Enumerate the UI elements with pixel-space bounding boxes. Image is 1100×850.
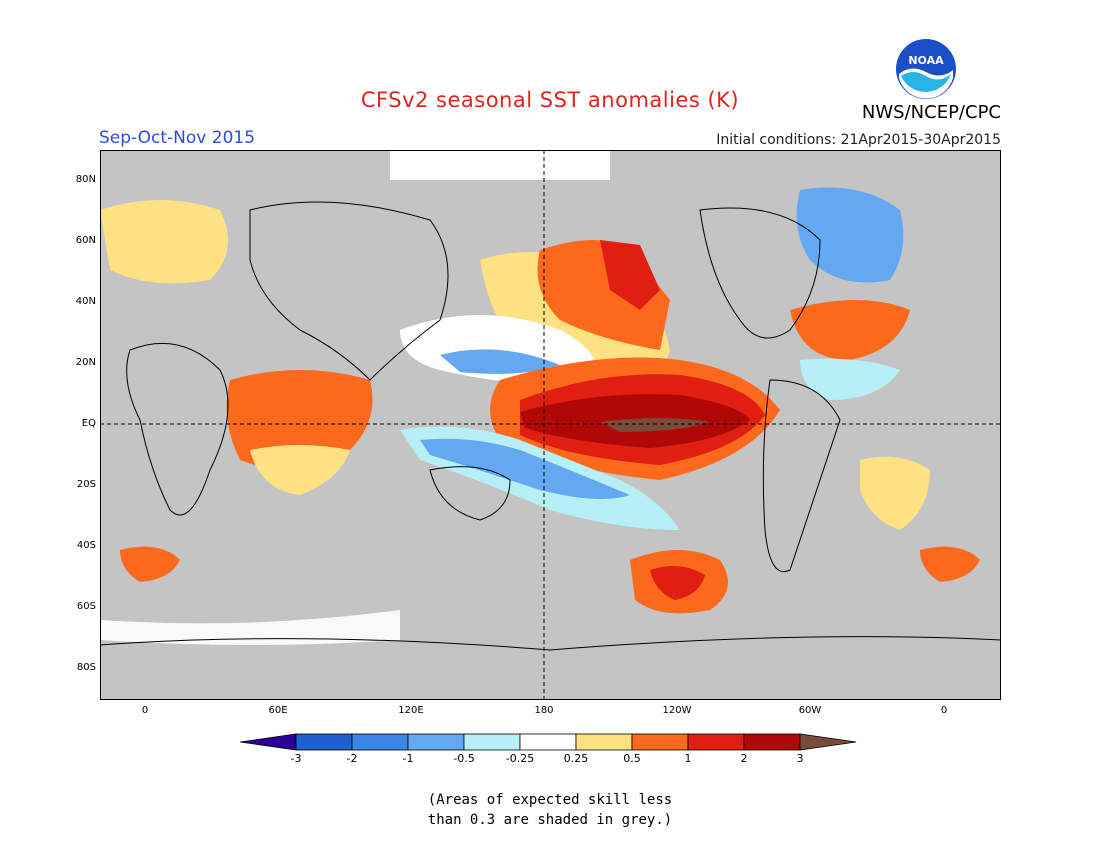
colorbar-segment xyxy=(463,733,521,751)
season-label: Sep-Oct-Nov 2015 xyxy=(99,128,256,148)
colorbar-tick-label: -2 xyxy=(346,752,358,765)
colorbar-tick-label: 2 xyxy=(740,752,748,765)
lat-label-20s: 20S xyxy=(76,479,96,490)
noaa-logo: NOAA xyxy=(896,39,956,99)
agency-label: NWS/NCEP/CPC xyxy=(861,102,1001,123)
chart-title: CFSv2 seasonal SST anomalies (K) xyxy=(360,88,740,112)
map-frame xyxy=(100,150,1001,700)
sst-anomaly-map xyxy=(100,150,1001,700)
colorbar-tick-label: -0.25 xyxy=(505,752,535,765)
colorbar-segment xyxy=(519,733,577,751)
arctic-white-area xyxy=(390,150,610,180)
footnote-line1: (Areas of expected skill less xyxy=(427,792,673,808)
colorbar xyxy=(240,733,857,751)
anomaly-field xyxy=(100,187,980,614)
lat-label-20n: 20N xyxy=(75,357,96,368)
colorbar-tick-label: -3 xyxy=(290,752,302,765)
colorbar-tick-label: -1 xyxy=(402,752,414,765)
lon-label-180: 180 xyxy=(534,705,554,716)
colorbar-segment xyxy=(295,733,353,751)
colorbar-segment xyxy=(351,733,409,751)
footnote-line2: than 0.3 are shaded in grey.) xyxy=(427,812,673,828)
logo-text: NOAA xyxy=(908,54,944,67)
initial-conditions-label: Initial conditions: 21Apr2015-30Apr2015 xyxy=(716,132,1001,148)
lon-label-120w: 120W xyxy=(662,705,692,716)
colorbar-segment xyxy=(631,733,689,751)
colorbar-tick-label: -0.5 xyxy=(453,752,475,765)
colorbar-tick-label: 3 xyxy=(796,752,804,765)
lon-label-60e: 60E xyxy=(268,705,288,716)
lat-label-40n: 40N xyxy=(75,296,96,307)
lat-label-80s: 80S xyxy=(76,662,96,673)
colorbar-tick-label: 0.5 xyxy=(623,752,641,765)
lat-label-40s: 40S xyxy=(76,540,96,551)
lon-label-120e: 120E xyxy=(398,705,424,716)
colorbar-segment xyxy=(575,733,633,751)
colorbar-segment xyxy=(743,733,801,751)
coastlines xyxy=(100,201,1001,651)
lon-label-0-west: 0 xyxy=(141,705,149,716)
colorbar-arrow-low xyxy=(240,733,297,751)
lat-label-60n: 60N xyxy=(75,235,96,246)
colorbar-segment xyxy=(687,733,745,751)
lat-label-eq: EQ xyxy=(81,418,96,429)
lat-label-80n: 80N xyxy=(75,174,96,185)
lon-label-0-east: 0 xyxy=(940,705,948,716)
colorbar-tick-label: 0.25 xyxy=(563,752,589,765)
colorbar-tick-label: 1 xyxy=(684,752,692,765)
colorbar-arrow-high xyxy=(799,733,857,751)
lon-label-60w: 60W xyxy=(798,705,822,716)
lat-label-60s: 60S xyxy=(76,601,96,612)
colorbar-segment xyxy=(407,733,465,751)
